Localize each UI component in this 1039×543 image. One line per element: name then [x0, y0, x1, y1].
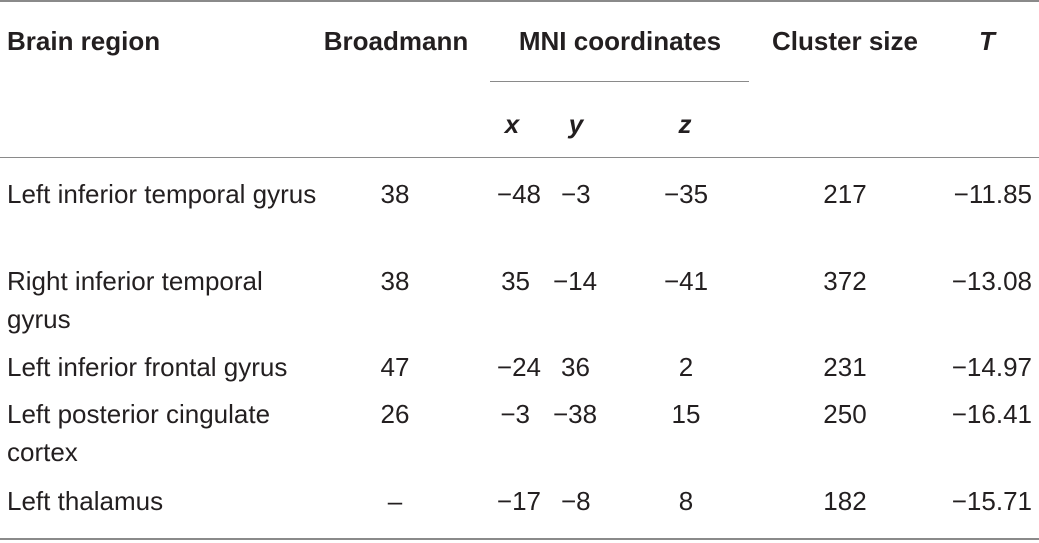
table-row-1-y: −3: [561, 179, 591, 209]
table-row-4-broadmann: 26: [380, 399, 410, 429]
table-row-4-z: 15: [671, 399, 701, 429]
table-row-1-z: −35: [663, 179, 709, 209]
table-row-3-y: 36: [561, 352, 590, 382]
table-row-2-x: 35: [501, 266, 530, 296]
table-row-4-cluster-size: 250: [823, 399, 867, 429]
table-row-2-region: Right inferior temporal gyrus: [7, 266, 263, 334]
table-row-1-broadmann: 38: [380, 179, 410, 209]
header-bottom-rule: [0, 157, 1039, 158]
table-row-3-cluster-size: 231: [823, 352, 867, 382]
table-row-2-t: −13.08: [951, 266, 1032, 296]
table-row-4-y: −38: [553, 399, 598, 429]
table-top-rule: [0, 0, 1039, 2]
table-row-3-broadmann: 47: [380, 352, 410, 382]
table-row-3-z: 2: [678, 352, 694, 382]
table-row-2-z: −41: [663, 266, 709, 296]
header-z: z: [678, 109, 692, 139]
table-row-5-x: −17: [496, 486, 541, 516]
table-row-2-cluster-size: 372: [823, 266, 867, 296]
header-t: T: [979, 26, 995, 56]
mni-header-rule: [490, 81, 749, 82]
table-row-5-z: 8: [678, 486, 694, 516]
table-row-5-y: −8: [561, 486, 591, 516]
table-row-4-region: Left posterior cingulate cortex: [7, 399, 271, 467]
table-row-1-cluster-size: 217: [823, 179, 867, 209]
table-row-1-x: −48: [496, 179, 541, 209]
table-row-5-broadmann: –: [387, 486, 403, 516]
header-mni-coordinates: MNI coordinates: [518, 26, 722, 56]
table-row-3-t: −14.97: [951, 352, 1032, 382]
table-row-1-region: Left inferior temporal gyrus: [7, 179, 317, 209]
table-row-3-region: Left inferior frontal gyrus: [7, 352, 288, 382]
table-row-3-x: −24: [496, 352, 541, 382]
table-row-5-region: Left thalamus: [7, 486, 164, 516]
table-row-5-t: −15.71: [951, 486, 1032, 516]
table-row-4-t: −16.41: [951, 399, 1032, 429]
table-bottom-rule: [0, 538, 1039, 540]
table-row-2-broadmann: 38: [380, 266, 410, 296]
table-row-2-y: −14: [553, 266, 598, 296]
table-row-5-cluster-size: 182: [823, 486, 867, 516]
header-brain-region: Brain region: [7, 26, 161, 56]
header-broadmann: Broadmann: [323, 26, 469, 56]
table-row-4-x: −3: [500, 399, 530, 429]
header-x: x: [504, 109, 520, 139]
table-row-1-t: −11.85: [953, 179, 1032, 209]
header-y: y: [568, 109, 584, 139]
header-cluster-size: Cluster size: [772, 26, 918, 56]
